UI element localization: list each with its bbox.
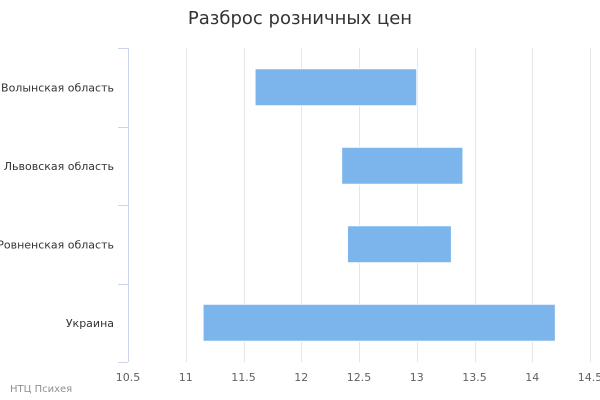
x-tick-label: 11 xyxy=(179,371,193,384)
category-label: Ровненская область xyxy=(0,238,114,251)
x-tick-label: 12.5 xyxy=(347,371,372,384)
category-label: Украина xyxy=(66,317,114,330)
chart-title: Разброс розничных цен xyxy=(187,8,413,29)
x-tick-label: 14 xyxy=(525,371,539,384)
credits-label[interactable]: НТЦ Психея xyxy=(10,384,73,395)
category-label: Львовская область xyxy=(4,160,114,173)
range-bar[interactable] xyxy=(202,303,556,342)
x-axis-tick-labels: 10.5 11 11.5 12 12.5 13 13.5 14 14.5 xyxy=(116,371,600,384)
range-bar[interactable] xyxy=(346,225,452,264)
bars xyxy=(202,68,556,342)
x-tick-label: 14.5 xyxy=(578,371,600,384)
x-tick-label: 13.5 xyxy=(462,371,487,384)
category-axis xyxy=(118,48,129,363)
range-bar[interactable] xyxy=(254,68,418,107)
x-tick-label: 13 xyxy=(410,371,424,384)
x-tick-label: 11.5 xyxy=(231,371,256,384)
x-tick-label: 12 xyxy=(294,371,308,384)
category-labels: Волынская область Львовская область Ровнен… xyxy=(0,81,114,330)
category-label: Волынская область xyxy=(1,81,114,94)
range-bar[interactable] xyxy=(341,146,464,185)
x-tick-label: 10.5 xyxy=(116,371,141,384)
